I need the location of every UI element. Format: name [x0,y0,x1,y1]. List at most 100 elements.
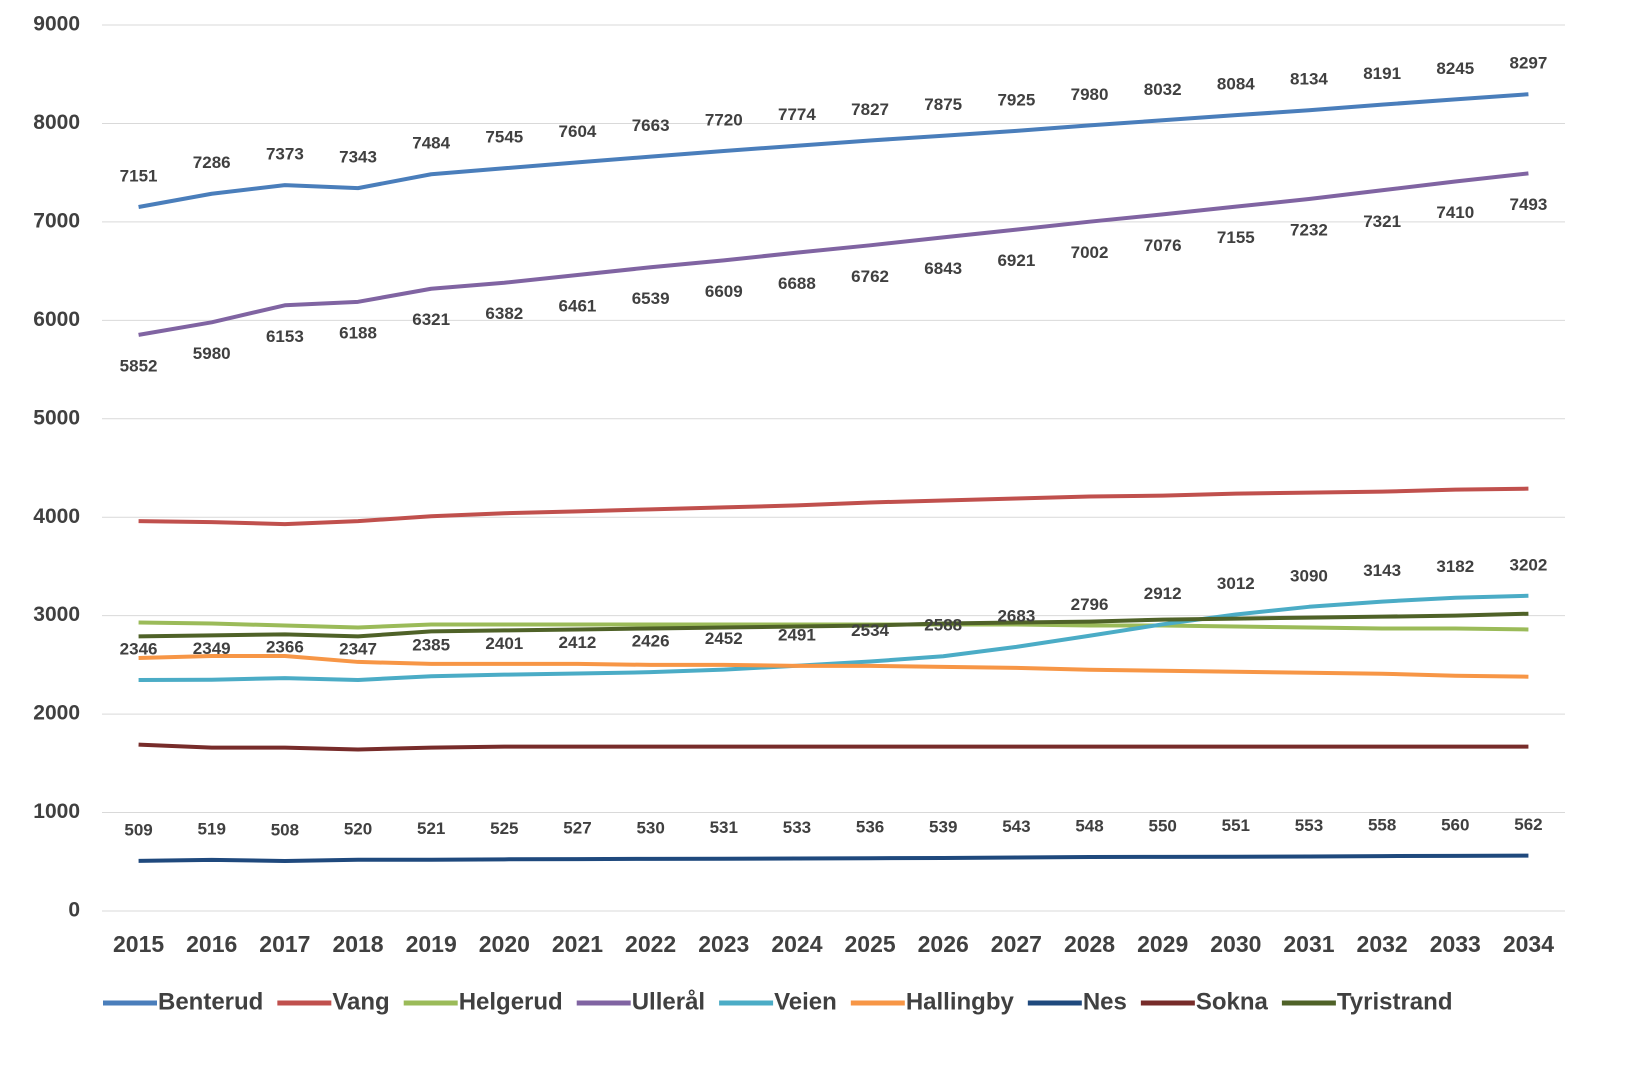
legend-label: Sokna [1196,988,1269,1015]
data-label: 2366 [266,638,304,657]
x-tick-label: 2026 [918,931,969,957]
data-label: 2588 [924,616,962,635]
data-label: 6382 [485,304,523,323]
data-label: 7373 [266,145,304,164]
data-label: 3143 [1363,561,1401,580]
data-label: 8134 [1290,70,1328,89]
x-tick-label: 2019 [406,931,457,957]
x-tick-label: 2023 [698,931,749,957]
data-label: 6688 [778,274,816,293]
legend-label: Hallingby [906,988,1015,1015]
series-line [138,593,1529,683]
legend-label: Veien [774,988,837,1015]
data-label: 7545 [485,128,523,147]
y-tick-label: 1000 [33,800,80,823]
data-label: 533 [783,818,811,837]
data-label: 539 [929,817,957,836]
x-tick-label: 2017 [259,931,310,957]
x-tick-label: 2031 [1283,931,1334,957]
data-label: 7875 [924,95,962,114]
data-label: 3182 [1436,557,1474,576]
y-tick-label: 9000 [33,13,80,36]
x-tick-label: 2028 [1064,931,1115,957]
data-label: 7980 [1071,85,1109,104]
data-label: 2347 [339,639,377,658]
data-label: 2412 [559,633,597,652]
data-label: 6762 [851,267,889,286]
data-label: 558 [1368,816,1396,835]
data-label: 8245 [1436,59,1474,78]
data-label: 2683 [997,606,1035,625]
data-label: 521 [417,819,445,838]
data-label: 562 [1514,815,1542,834]
legend-item: Tyristrand [1281,988,1452,1015]
data-label: 560 [1441,815,1469,834]
data-label: 6321 [412,310,450,329]
data-label: 7076 [1144,236,1182,255]
data-label: 531 [710,818,738,837]
x-tick-label: 2018 [332,931,383,957]
legend-item: Nes [1027,988,1127,1015]
data-label: 7343 [339,148,377,167]
x-tick-label: 2027 [991,931,1042,957]
series-line [138,486,1529,527]
data-label: 2346 [120,640,158,659]
data-label: 7151 [120,167,158,186]
series-line [138,654,1529,679]
data-label: 5852 [120,356,158,375]
y-tick-label: 3000 [33,603,80,626]
legend-label: Vang [332,988,389,1015]
legend-label: Nes [1083,988,1127,1015]
x-tick-label: 2032 [1357,931,1408,957]
data-label: 525 [490,819,518,838]
y-tick-label: 8000 [33,111,80,134]
legend-item: Helgerud [403,988,563,1015]
legend-label: Ullerål [632,988,705,1015]
series-line [138,92,1529,209]
data-label: 8032 [1144,80,1182,99]
y-tick-label: 6000 [33,308,80,331]
legend-item: Vang [277,988,390,1015]
data-label: 7002 [1071,243,1109,262]
data-label: 508 [271,820,299,839]
data-label: 2452 [705,629,743,648]
legend-item: Hallingby [850,988,1015,1015]
x-tick-label: 2034 [1503,931,1554,957]
series-line [138,611,1529,639]
data-label: 7774 [778,105,816,124]
data-label: 6188 [339,323,377,342]
data-label: 5980 [193,344,231,363]
data-label: 8297 [1510,54,1548,73]
data-label: 519 [198,819,226,838]
x-tick-label: 2016 [186,931,237,957]
data-label: 553 [1295,816,1323,835]
data-label: 7493 [1510,195,1548,214]
legend-item: Benterud [103,988,263,1015]
data-label: 3012 [1217,574,1255,593]
x-tick-label: 2033 [1430,931,1481,957]
x-tick-label: 2021 [552,931,603,957]
data-label: 7155 [1217,228,1255,247]
data-label: 2385 [412,636,450,655]
legend-item: Sokna [1140,988,1269,1015]
data-label: 2796 [1071,595,1109,614]
data-label: 6153 [266,327,304,346]
data-label: 6609 [705,282,743,301]
x-tick-label: 2030 [1210,931,1261,957]
data-label: 8084 [1217,75,1255,94]
data-label: 7484 [412,134,450,153]
data-label: 7321 [1363,212,1401,231]
data-label: 7604 [559,122,597,141]
data-label: 6921 [997,251,1035,270]
data-label: 7720 [705,110,743,129]
data-label: 543 [1002,817,1030,836]
x-tick-label: 2029 [1137,931,1188,957]
x-tick-label: 2024 [771,931,822,957]
data-label: 6539 [632,289,670,308]
data-label: 7286 [193,153,231,172]
data-label: 548 [1075,817,1103,836]
data-label: 2426 [632,632,670,651]
y-tick-label: 2000 [33,702,80,725]
legend-item: Ullerål [576,988,705,1015]
y-tick-label: 0 [68,899,80,922]
